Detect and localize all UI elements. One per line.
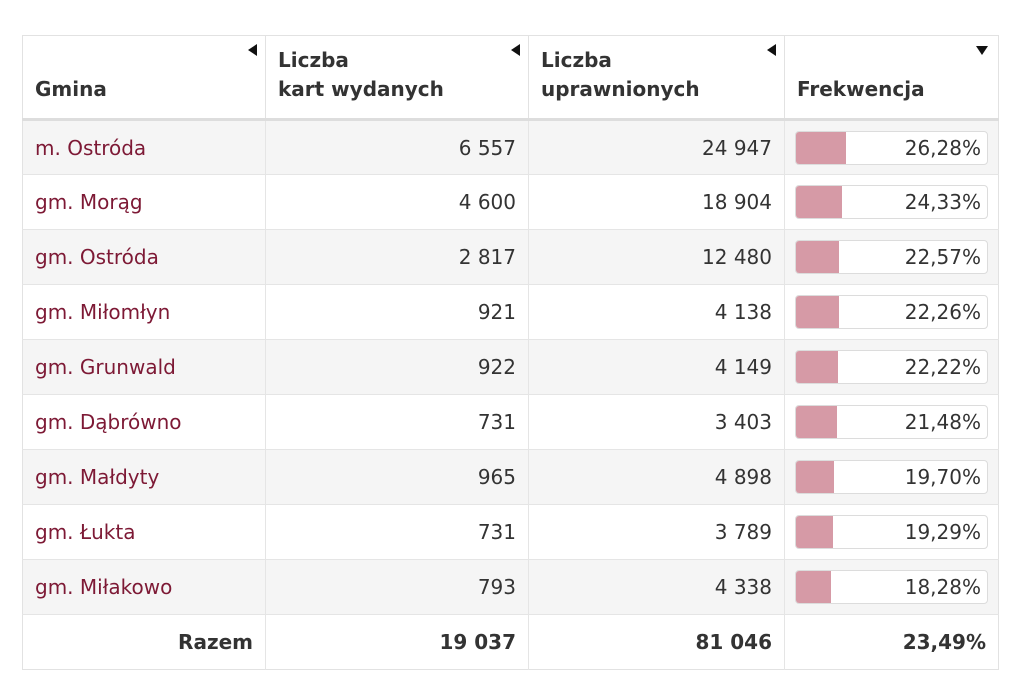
karty-value: 4 600 <box>265 174 529 230</box>
karty-value: 922 <box>265 339 529 395</box>
table-header: Gmina Liczba kart wydanych Liczba uprawn… <box>22 35 999 121</box>
table-body: m. Ostróda 6 557 24 947 26,28% gm. Morąg… <box>22 119 999 670</box>
gmina-name-link[interactable]: gm. Miłomłyn <box>22 284 266 340</box>
gmina-name-link[interactable]: m. Ostróda <box>22 119 266 175</box>
frekwencja-cell: 22,22% <box>784 339 999 395</box>
frekwencja-value: 19,70% <box>904 465 981 489</box>
frekwencja-bar: 24,33% <box>795 185 988 219</box>
table-row: gm. Łukta 731 3 789 19,29% <box>22 504 999 560</box>
frekwencja-value: 19,29% <box>904 520 981 544</box>
uprawnieni-value: 18 904 <box>528 174 785 230</box>
frekwencja-value: 18,28% <box>904 575 981 599</box>
table-row: gm. Małdyty 965 4 898 19,70% <box>22 449 999 505</box>
uprawnieni-value: 4 898 <box>528 449 785 505</box>
frekwencja-cell: 22,26% <box>784 284 999 340</box>
table-row: gm. Dąbrówno 731 3 403 21,48% <box>22 394 999 450</box>
total-row: Razem 19 037 81 046 23,49% <box>22 614 999 670</box>
frekwencja-bar: 22,26% <box>795 295 988 329</box>
gmina-name-link[interactable]: gm. Małdyty <box>22 449 266 505</box>
frekwencja-value: 22,57% <box>904 245 981 269</box>
frekwencja-cell: 24,33% <box>784 174 999 230</box>
uprawnieni-value: 12 480 <box>528 229 785 285</box>
column-header-label: Gmina <box>35 77 107 101</box>
sort-left-icon[interactable] <box>511 44 520 56</box>
frekwencja-bar-fill <box>796 296 839 328</box>
uprawnieni-value: 4 149 <box>528 339 785 395</box>
frekwencja-cell: 26,28% <box>784 119 999 175</box>
frekwencja-bar-fill <box>796 241 840 273</box>
frekwencja-value: 22,26% <box>904 300 981 324</box>
frekwencja-bar-fill <box>796 461 834 493</box>
column-header-uprawnieni[interactable]: Liczba uprawnionych <box>528 35 785 121</box>
sort-left-icon[interactable] <box>767 44 776 56</box>
frekwencja-bar-fill <box>796 516 833 548</box>
uprawnieni-value: 4 138 <box>528 284 785 340</box>
uprawnieni-value: 3 403 <box>528 394 785 450</box>
karty-value: 2 817 <box>265 229 529 285</box>
karty-value: 921 <box>265 284 529 340</box>
frekwencja-cell: 19,29% <box>784 504 999 560</box>
frekwencja-bar-fill <box>796 351 839 383</box>
frekwencja-bar: 21,48% <box>795 405 988 439</box>
column-header-label: Liczba uprawnionych <box>541 48 700 101</box>
frekwencja-value: 21,48% <box>904 410 981 434</box>
frekwencja-value: 22,22% <box>904 355 981 379</box>
frekwencja-bar-fill <box>796 186 843 218</box>
karty-value: 731 <box>265 504 529 560</box>
gmina-name-link[interactable]: gm. Ostróda <box>22 229 266 285</box>
uprawnieni-value: 24 947 <box>528 119 785 175</box>
sort-down-icon[interactable] <box>976 46 988 55</box>
table-row: m. Ostróda 6 557 24 947 26,28% <box>22 119 999 175</box>
karty-value: 6 557 <box>265 119 529 175</box>
frekwencja-bar: 22,22% <box>795 350 988 384</box>
table-row: gm. Morąg 4 600 18 904 24,33% <box>22 174 999 230</box>
sort-left-icon[interactable] <box>248 44 257 56</box>
uprawnieni-value: 4 338 <box>528 559 785 615</box>
column-header-karty[interactable]: Liczba kart wydanych <box>265 35 529 121</box>
frekwencja-cell: 21,48% <box>784 394 999 450</box>
column-header-gmina[interactable]: Gmina <box>22 35 266 121</box>
frekwencja-cell: 18,28% <box>784 559 999 615</box>
results-table-container: Gmina Liczba kart wydanych Liczba uprawn… <box>22 35 999 670</box>
frekwencja-bar-fill <box>796 131 847 164</box>
gmina-name-link[interactable]: gm. Grunwald <box>22 339 266 395</box>
table-row: gm. Miłomłyn 921 4 138 22,26% <box>22 284 999 340</box>
total-frekwencja-value: 23,49% <box>784 614 999 670</box>
total-karty-value: 19 037 <box>265 614 529 670</box>
gmina-name-link[interactable]: gm. Miłakowo <box>22 559 266 615</box>
frekwencja-bar-fill <box>796 406 838 438</box>
table-row: gm. Ostróda 2 817 12 480 22,57% <box>22 229 999 285</box>
header-row: Gmina Liczba kart wydanych Liczba uprawn… <box>22 35 999 121</box>
column-header-label: Frekwencja <box>797 77 925 101</box>
total-uprawnieni-value: 81 046 <box>528 614 785 670</box>
gmina-name-link[interactable]: gm. Dąbrówno <box>22 394 266 450</box>
frekwencja-bar-fill <box>796 571 831 603</box>
frekwencja-value: 24,33% <box>904 190 981 214</box>
frekwencja-cell: 22,57% <box>784 229 999 285</box>
column-header-frekwencja[interactable]: Frekwencja <box>784 35 999 121</box>
frekwencja-bar: 22,57% <box>795 240 988 274</box>
frekwencja-bar: 19,70% <box>795 460 988 494</box>
uprawnieni-value: 3 789 <box>528 504 785 560</box>
karty-value: 731 <box>265 394 529 450</box>
frekwencja-bar: 26,28% <box>795 130 988 165</box>
gmina-name-link[interactable]: gm. Łukta <box>22 504 266 560</box>
frekwencja-value: 26,28% <box>904 135 981 160</box>
table-row: gm. Grunwald 922 4 149 22,22% <box>22 339 999 395</box>
frekwencja-bar: 18,28% <box>795 570 988 604</box>
column-header-label: Liczba kart wydanych <box>278 48 444 101</box>
gmina-name-link[interactable]: gm. Morąg <box>22 174 266 230</box>
total-label: Razem <box>22 614 266 670</box>
frekwencja-cell: 19,70% <box>784 449 999 505</box>
karty-value: 793 <box>265 559 529 615</box>
karty-value: 965 <box>265 449 529 505</box>
frekwencja-bar: 19,29% <box>795 515 988 549</box>
table-row: gm. Miłakowo 793 4 338 18,28% <box>22 559 999 615</box>
turnout-table: Gmina Liczba kart wydanych Liczba uprawn… <box>22 35 999 670</box>
